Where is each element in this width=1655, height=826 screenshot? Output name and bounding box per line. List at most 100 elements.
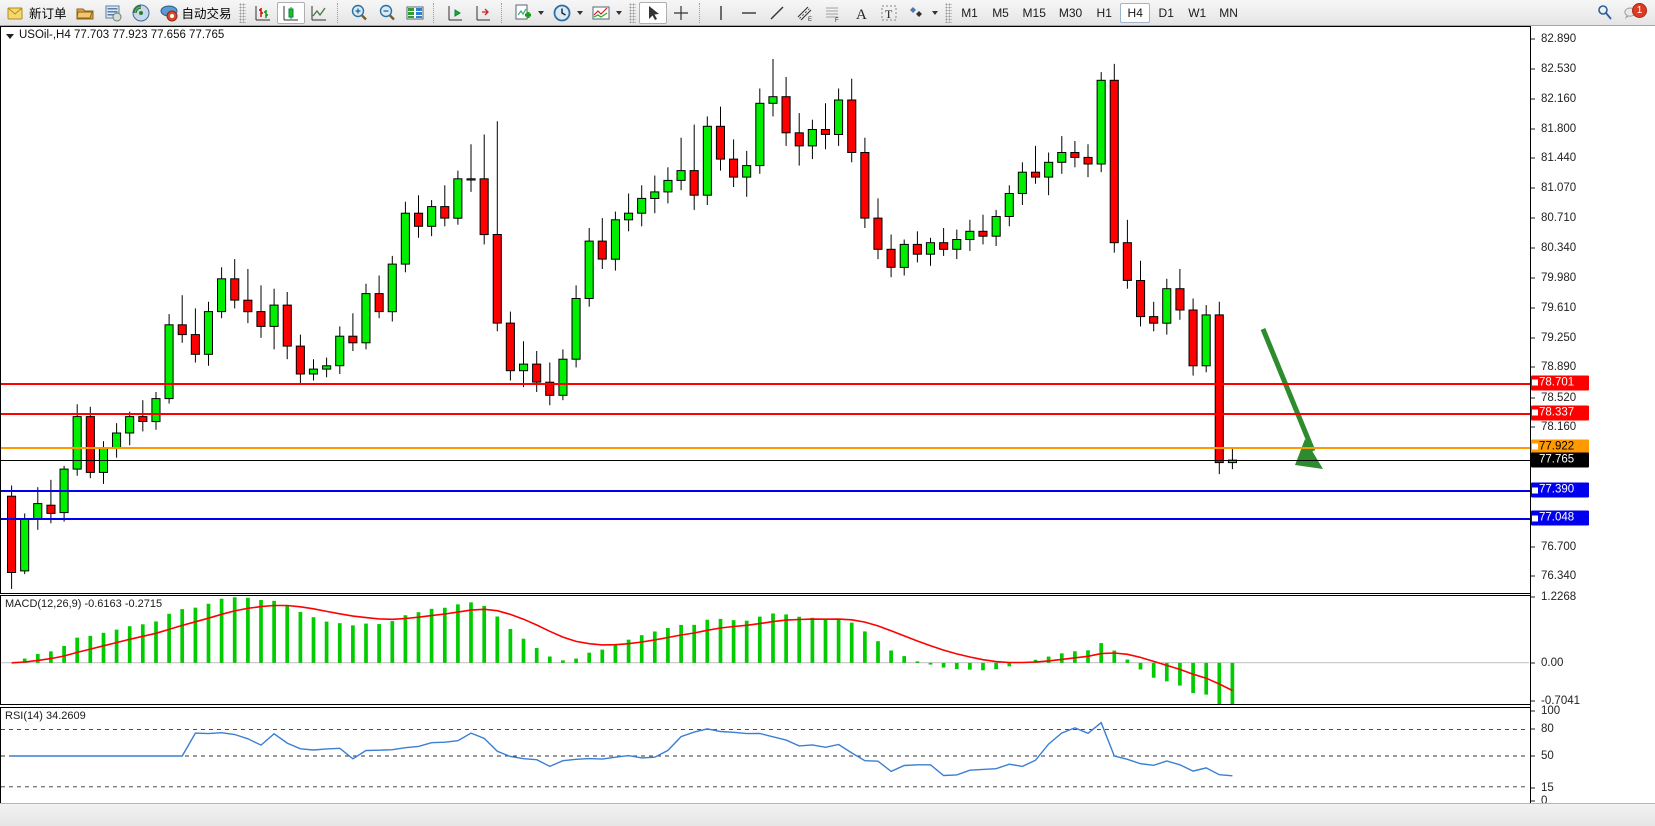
rsi-tick-mark [1531, 787, 1535, 788]
zoom-in-button[interactable] [345, 2, 373, 24]
objects-dropdown-arrow[interactable] [931, 10, 938, 15]
timeframe-h1[interactable]: H1 [1096, 5, 1112, 20]
macd-tick-label: 0.00 [1541, 657, 1564, 670]
data-window-button[interactable] [401, 2, 429, 24]
price-tag-handle[interactable] [1532, 515, 1538, 522]
resistance-line-2[interactable] [1, 412, 1530, 415]
candlestick-chart-button[interactable] [276, 1, 305, 24]
timeframe-m30[interactable]: M30 [1058, 5, 1083, 20]
timeframe-h4[interactable]: H4 [1120, 2, 1151, 23]
price-tag-support-line-2[interactable]: 77.048 [1531, 510, 1589, 526]
text-label-button[interactable]: T [875, 2, 903, 24]
folder-button[interactable] [71, 2, 99, 24]
crosshair-button[interactable] [667, 2, 695, 24]
timeframe-d1[interactable]: D1 [1158, 5, 1174, 20]
terminal-button[interactable] [99, 2, 127, 24]
macd-label: MACD(12,26,9) -0.6163 -0.2715 [5, 598, 163, 610]
auto-scroll-button[interactable] [441, 2, 469, 24]
timeframe-w1[interactable]: W1 [1188, 5, 1207, 20]
cursor-button[interactable] [638, 1, 667, 24]
price-tick-mark [1531, 128, 1535, 130]
indicators-button[interactable] [587, 2, 626, 24]
equidistant-channel-button[interactable]: E [791, 2, 819, 24]
resistance-line-1[interactable] [1, 382, 1530, 385]
rsi-tick-label: 50 [1541, 750, 1554, 762]
notification-button[interactable]: 1 [1619, 2, 1647, 24]
candlestick-plot [7, 59, 1238, 589]
horizontal-line-button[interactable] [735, 2, 763, 24]
zoom-out-button[interactable] [373, 2, 401, 24]
fibonacci-icon: F [823, 3, 843, 23]
price-tick-label: 78.890 [1541, 361, 1577, 374]
toolbar-grip-1[interactable] [238, 2, 246, 23]
price-tick-mark [1531, 546, 1535, 548]
timeframe-mn[interactable]: MN [1219, 5, 1238, 20]
vertical-line-button[interactable] [707, 2, 735, 24]
price-tick-mark [1531, 307, 1535, 309]
price-tick-label: 79.610 [1541, 302, 1577, 315]
new-chart-button[interactable] [509, 2, 548, 24]
cursor-arrow-icon [643, 3, 663, 23]
timeframe-group: M1 M5 M15 M30 H1 H4 D1 W1 MN [955, 2, 1244, 23]
rsi-tick-mark [1531, 728, 1535, 730]
objects-list-icon [907, 3, 927, 23]
price-tick-label: 79.250 [1541, 331, 1577, 344]
autotrading-button[interactable]: 自动交易 [155, 2, 236, 24]
period-clock-icon [552, 3, 572, 23]
macd-panel[interactable]: MACD(12,26,9) -0.6163 -0.2715 [0, 595, 1530, 705]
price-axis[interactable]: 82.890 82.530 82.160 81.800 81.440 81.070 80.7… [1530, 26, 1655, 807]
entry-line[interactable] [1, 446, 1530, 449]
macd-tick-mark [1531, 596, 1535, 598]
support-line-2[interactable] [1, 518, 1530, 521]
text-tool-button[interactable]: A [847, 2, 875, 24]
fibonacci-button[interactable]: F [819, 2, 847, 24]
support-line-1[interactable] [1, 490, 1530, 493]
search-button[interactable] [1591, 2, 1619, 24]
signal-button[interactable] [127, 2, 155, 24]
rsi-tick-mark [1531, 755, 1535, 757]
period-dropdown-arrow[interactable] [576, 10, 583, 15]
new-chart-icon [513, 3, 533, 23]
bar-chart-button[interactable] [249, 2, 277, 24]
price-panel[interactable]: USOil-,H4 77.703 77.923 77.656 77.765 [0, 26, 1530, 594]
svg-text:A: A [856, 7, 867, 23]
price-tag-resistance-line-2[interactable]: 78.337 [1531, 405, 1589, 421]
toolbar-grip-2[interactable] [628, 2, 636, 23]
price-tag-entry-line[interactable]: 77.922 [1531, 439, 1589, 455]
macd-plot [1, 597, 1529, 704]
price-tag-current-price[interactable]: 77.765 [1531, 452, 1589, 468]
chart-collapse-arrow[interactable] [6, 34, 14, 39]
line-chart-button[interactable] [305, 2, 333, 24]
rsi-tick-label: 0 [1541, 795, 1548, 807]
timeframe-m5[interactable]: M5 [992, 5, 1009, 20]
price-tag-support-line-1[interactable]: 77.390 [1531, 482, 1589, 498]
timeframe-m1[interactable]: M1 [961, 5, 978, 20]
rsi-tick-mark [1531, 710, 1535, 712]
new-order-button[interactable]: 新订单 [2, 2, 71, 24]
objects-list-button[interactable] [903, 2, 942, 24]
price-tag-handle[interactable] [1532, 487, 1538, 494]
price-tag-handle[interactable] [1532, 379, 1538, 386]
indicators-dropdown-arrow[interactable] [615, 10, 622, 15]
trendline-button[interactable] [763, 2, 791, 24]
svg-text:F: F [835, 18, 839, 23]
status-bar [0, 803, 1655, 826]
period-button[interactable] [548, 2, 587, 24]
price-tick-label: 80.340 [1541, 242, 1577, 255]
line-chart-icon [309, 3, 329, 23]
new-chart-dropdown-arrow[interactable] [537, 10, 544, 15]
new-order-icon [6, 3, 26, 23]
price-tag-resistance-line-1[interactable]: 78.701 [1531, 375, 1589, 391]
chart-shift-button[interactable] [469, 2, 497, 24]
rsi-panel[interactable]: RSI(14) 34.2609 [0, 707, 1530, 807]
macd-tick-label: 1.2268 [1541, 591, 1577, 603]
equidistant-channel-icon: E [795, 3, 815, 23]
price-tick-mark [1531, 217, 1535, 219]
rsi-tick-label: 15 [1541, 781, 1554, 794]
price-tag-handle[interactable] [1532, 443, 1538, 450]
rsi-tick-mark [1531, 800, 1535, 802]
price-tick-label: 79.980 [1541, 271, 1577, 284]
toolbar-grip-3[interactable] [944, 2, 952, 23]
price-tag-handle[interactable] [1532, 409, 1538, 416]
timeframe-m15[interactable]: M15 [1022, 5, 1046, 20]
